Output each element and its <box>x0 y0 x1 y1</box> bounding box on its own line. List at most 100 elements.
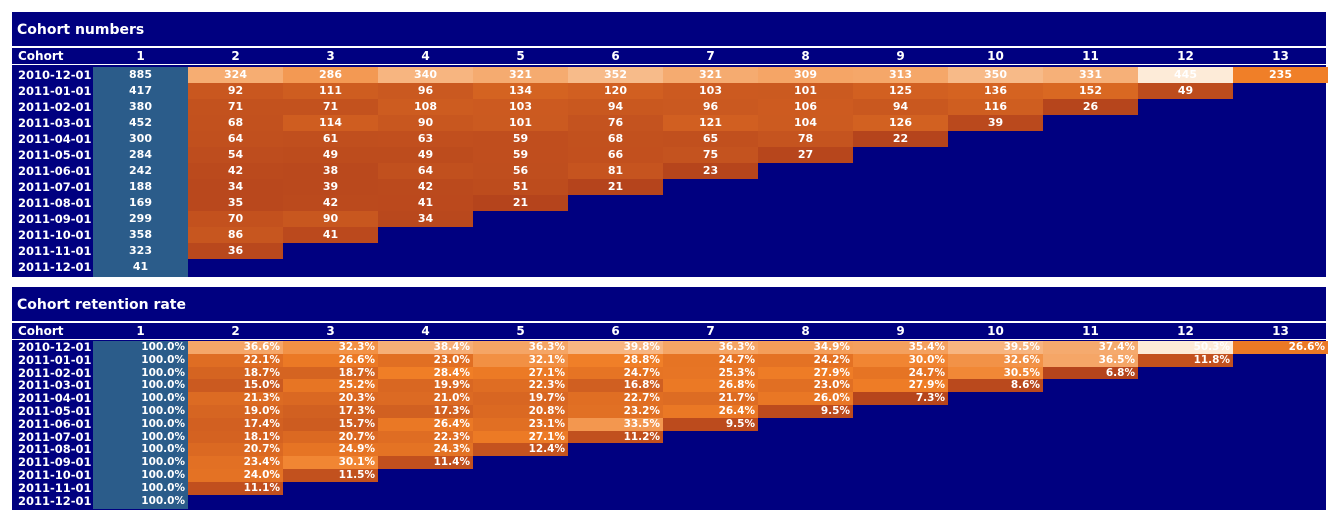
cohort-size-cell: 100.0% <box>93 456 188 469</box>
heatmap-cell: 36 <box>188 243 283 259</box>
panel-title: Cohort retention rate <box>12 287 1326 323</box>
heatmap-cell: 39 <box>283 179 378 195</box>
cohort-numbers-panel: Cohort numbers Cohort 1 2 3 4 5 6 7 8 9 10 11 12 13 20… <box>12 12 1328 277</box>
heatmap-cell: 7.3% <box>853 392 948 405</box>
heatmap-cell: 286 <box>283 67 378 83</box>
cohort-size-cell: 100.0% <box>93 341 188 354</box>
cohort-size-cell: 100.0% <box>93 379 188 393</box>
cohort-size-cell: 100.0% <box>93 469 188 482</box>
heatmap-cell: 350 <box>948 67 1043 83</box>
period-header: 10 <box>987 49 1004 63</box>
heatmap-cell: 86 <box>188 227 283 243</box>
heatmap-cell: 37.4% <box>1043 341 1138 354</box>
heatmap-cell: 24.9% <box>283 443 378 457</box>
heatmap-cell: 19.0% <box>188 405 283 418</box>
heatmap-cell: 94 <box>568 99 663 115</box>
heatmap-cell: 134 <box>473 83 568 99</box>
heatmap-cell: 21.0% <box>378 392 473 405</box>
period-header: 13 <box>1272 49 1289 63</box>
heatmap-cell: 16.8% <box>568 379 663 393</box>
heatmap-cell: 26 <box>1043 99 1138 115</box>
heatmap-cell: 39.5% <box>948 341 1043 354</box>
heatmap-cell: 30.5% <box>948 366 1043 380</box>
heatmap-cell: 27.9% <box>853 379 948 393</box>
heatmap-cell: 78 <box>758 131 853 147</box>
heatmap-cell: 26.0% <box>758 392 853 405</box>
heatmap-cell: 125 <box>853 83 948 99</box>
heatmap-cell: 81 <box>568 163 663 179</box>
heatmap-cell: 101 <box>473 115 568 131</box>
cohort-size-cell: 452 <box>93 115 188 131</box>
heatmap-cell: 36.6% <box>188 341 283 354</box>
heatmap-cell: 9.5% <box>663 417 758 431</box>
cohort-size-cell: 100.0% <box>93 353 188 367</box>
heatmap-cell: 61 <box>283 131 378 147</box>
heatmap-cell: 23 <box>663 163 758 179</box>
heatmap-cell: 126 <box>853 115 948 131</box>
heatmap-cell: 103 <box>663 83 758 99</box>
heatmap-cell: 71 <box>188 99 283 115</box>
cohort-row-label: 2011-04-01 <box>18 391 92 406</box>
cohort-row-label: 2011-08-01 <box>18 442 92 457</box>
cohort-size-cell: 242 <box>93 163 188 179</box>
heatmap-cell: 41 <box>283 227 378 243</box>
heatmap-cell: 15.0% <box>188 379 283 393</box>
heatmap-cell: 324 <box>188 67 283 83</box>
heatmap-cell: 42 <box>188 163 283 179</box>
cohort-size-cell: 299 <box>93 211 188 227</box>
period-header: 6 <box>611 49 620 63</box>
heatmap-cell: 23.0% <box>378 353 473 367</box>
heatmap-cell: 25.3% <box>663 366 758 380</box>
heatmap-cell: 108 <box>378 99 473 115</box>
heatmap-cell: 32.3% <box>283 341 378 354</box>
cohort-row-label: 2011-03-01 <box>18 378 92 393</box>
period-header: 9 <box>896 324 905 338</box>
heatmap-cell: 19.7% <box>473 392 568 405</box>
cohort-size-cell: 417 <box>93 83 188 99</box>
heatmap-cell: 96 <box>663 99 758 115</box>
heatmap-cell: 11.1% <box>188 481 283 495</box>
heatmap-cell: 24.2% <box>758 353 853 367</box>
heatmap-cell: 12.4% <box>473 443 568 457</box>
heatmap-cell: 28.4% <box>378 366 473 380</box>
heatmap-cell: 42 <box>283 195 378 211</box>
heatmap-cell: 106 <box>758 99 853 115</box>
heatmap-cell: 321 <box>663 67 758 83</box>
cohort-row-label: 2011-02-01 <box>18 100 92 114</box>
heatmap-cell: 101 <box>758 83 853 99</box>
cohort-row-label: 2011-06-01 <box>18 416 92 431</box>
cohort-numbers-table: Cohort 1 2 3 4 5 6 7 8 9 10 11 12 13 2010-12-01 885 324 2… <box>12 48 1328 277</box>
heatmap-cell: 24.3% <box>378 443 473 457</box>
heatmap-cell: 34 <box>188 179 283 195</box>
heatmap-cell: 76 <box>568 115 663 131</box>
heatmap-cell: 20.3% <box>283 392 378 405</box>
heatmap-cell: 50.3% <box>1138 341 1233 354</box>
cohort-column-header: Cohort <box>18 49 64 63</box>
heatmap-cell: 51 <box>473 179 568 195</box>
period-header: 10 <box>987 324 1004 338</box>
heatmap-cell: 26.4% <box>663 405 758 418</box>
heatmap-cell: 27.1% <box>473 430 568 444</box>
heatmap-cell: 26.6% <box>1233 341 1328 354</box>
heatmap-cell: 20.7% <box>188 443 283 457</box>
heatmap-cell: 340 <box>378 67 473 83</box>
heatmap-cell: 23.1% <box>473 417 568 431</box>
heatmap-cell: 18.1% <box>188 430 283 444</box>
heatmap-cell: 35 <box>188 195 283 211</box>
period-header: 9 <box>896 49 905 63</box>
heatmap-cell: 63 <box>378 131 473 147</box>
heatmap-cell: 17.4% <box>188 417 283 431</box>
heatmap-cell: 35.4% <box>853 341 948 354</box>
heatmap-cell: 27 <box>758 147 853 163</box>
period-header: 3 <box>326 324 335 338</box>
heatmap-cell: 25.2% <box>283 379 378 393</box>
cohort-row-label: 2011-05-01 <box>18 148 92 162</box>
heatmap-cell: 42 <box>378 179 473 195</box>
period-header: 3 <box>326 49 335 63</box>
heatmap-cell: 152 <box>1043 83 1138 99</box>
cohort-size-cell: 169 <box>93 195 188 211</box>
period-header: 6 <box>611 324 620 338</box>
heatmap-cell: 65 <box>663 131 758 147</box>
heatmap-cell: 36.5% <box>1043 353 1138 367</box>
heatmap-cell: 235 <box>1233 67 1328 83</box>
